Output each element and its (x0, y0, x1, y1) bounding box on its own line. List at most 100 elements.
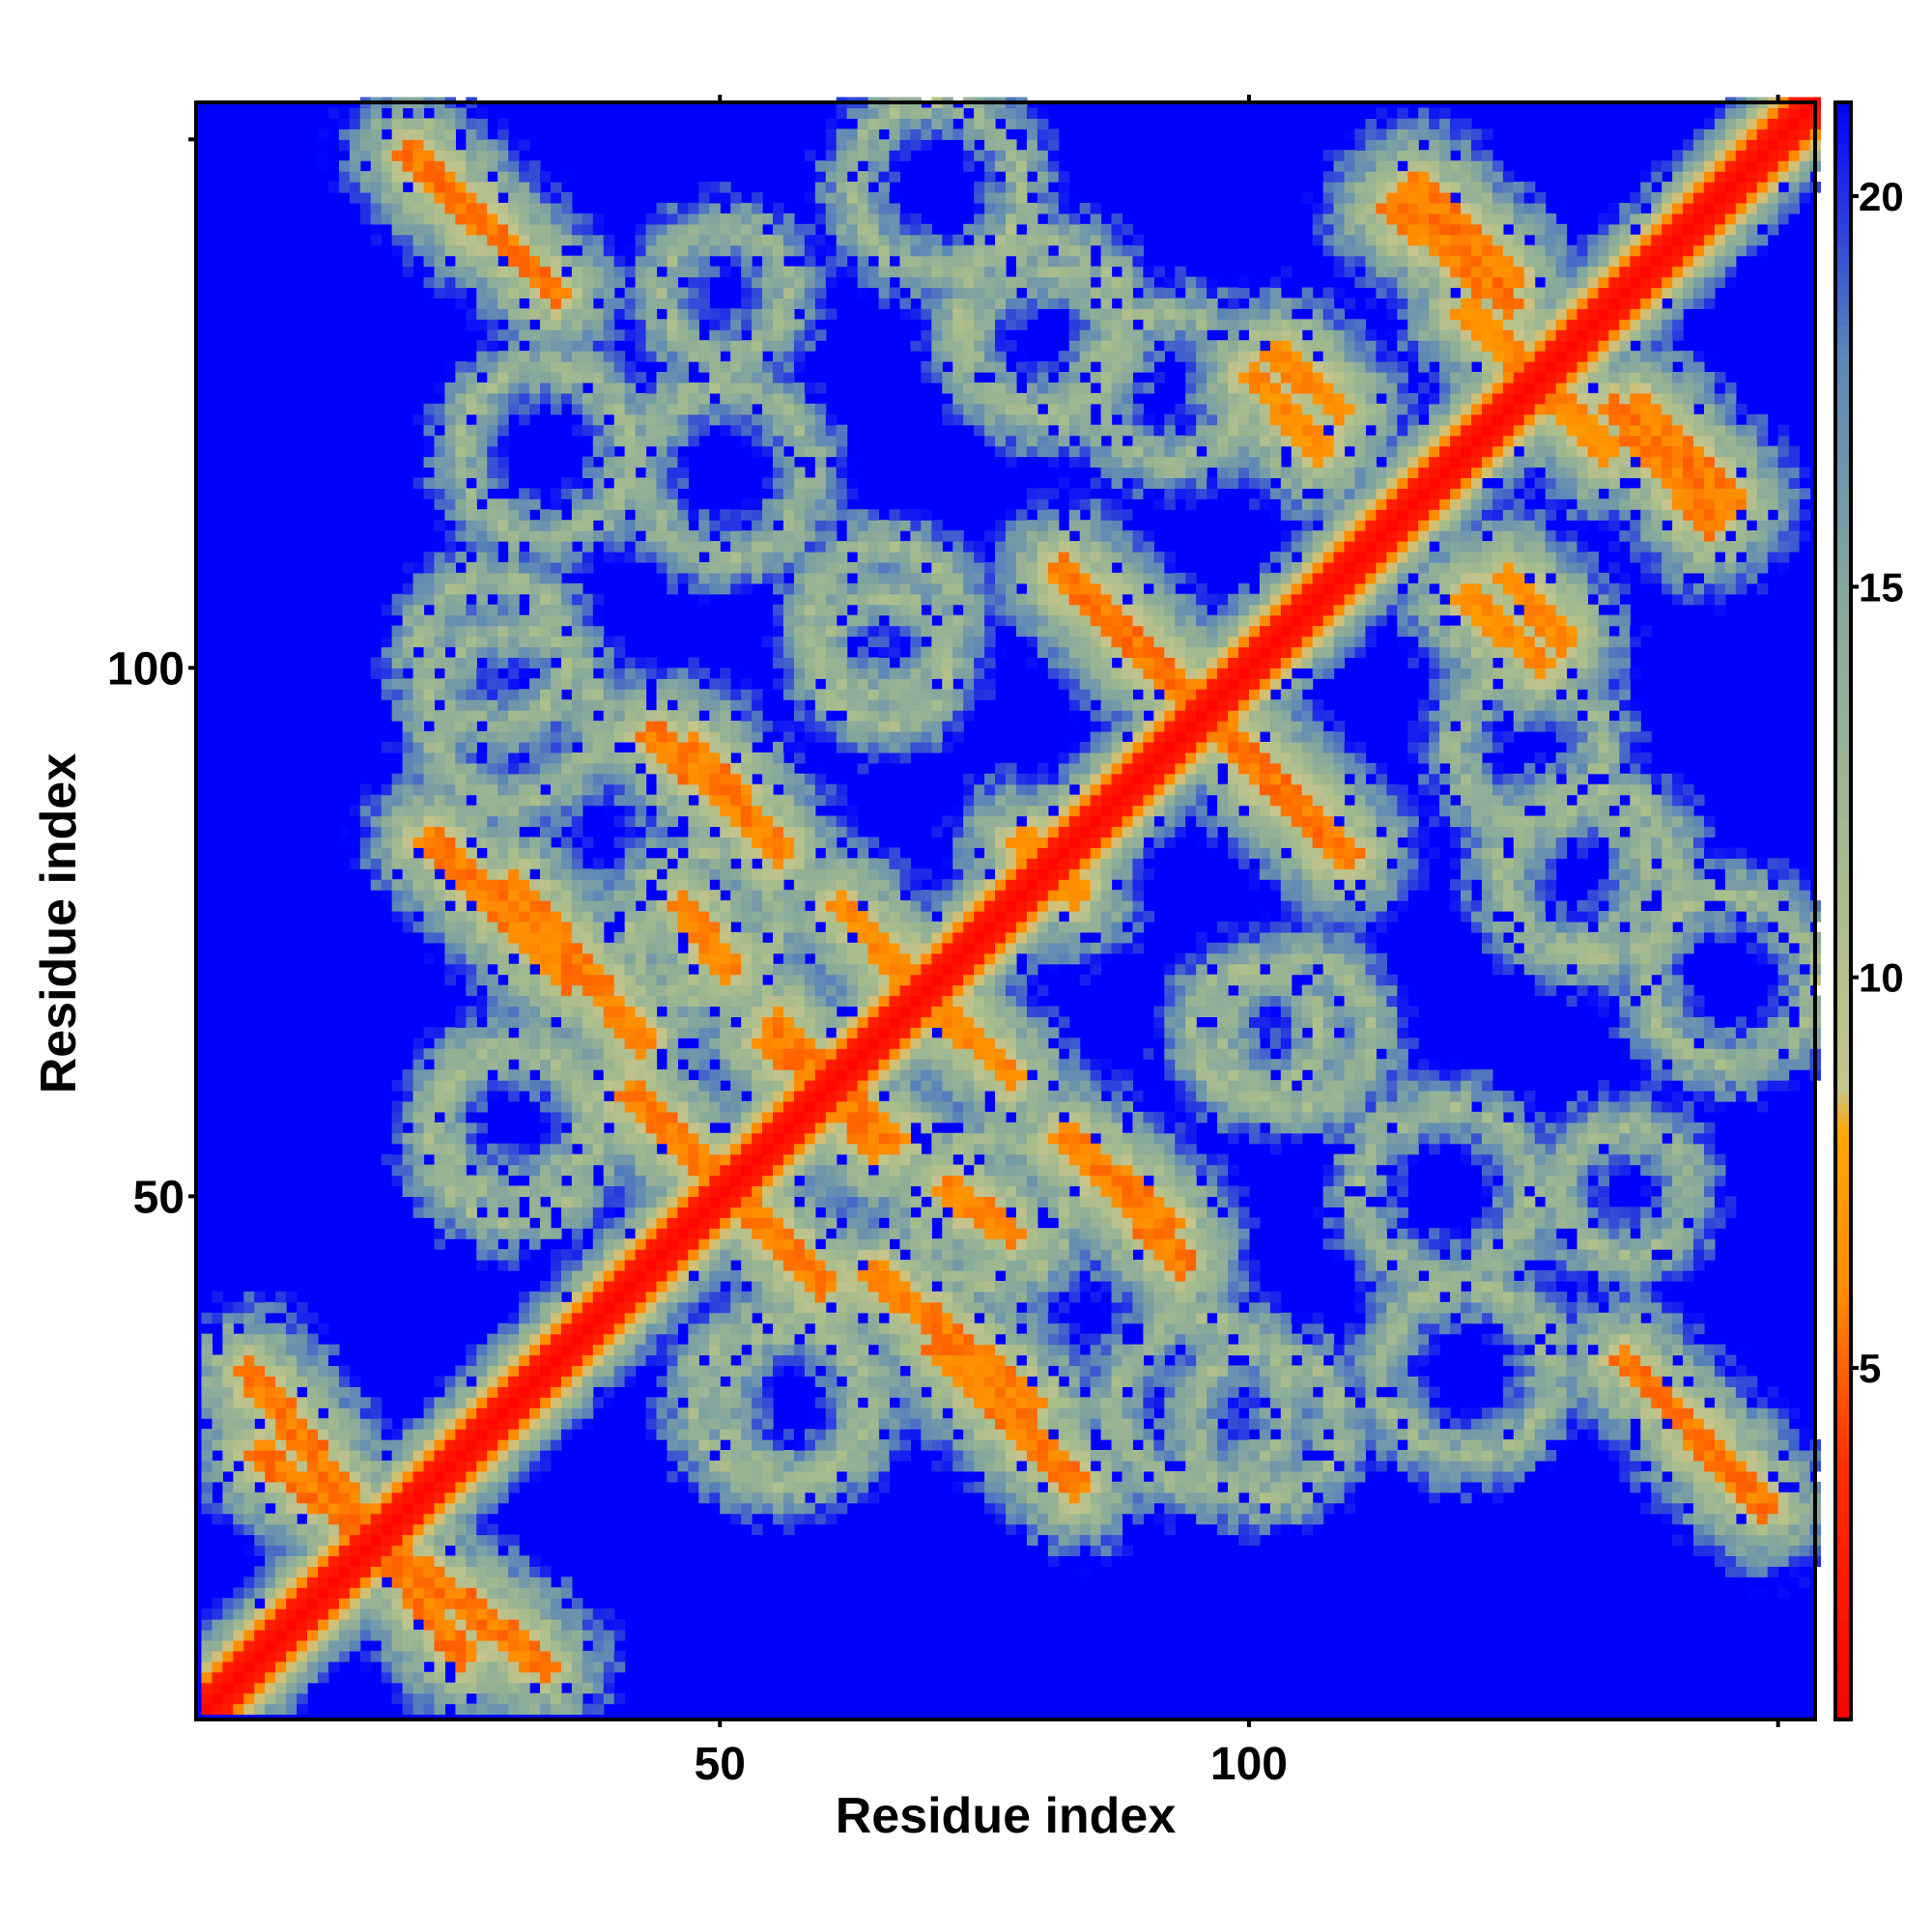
heatmap-cell (508, 752, 520, 764)
heatmap-cell (402, 699, 414, 711)
heatmap-cell (804, 625, 816, 638)
heatmap-cell (201, 1460, 213, 1472)
heatmap-cell (613, 890, 626, 901)
heatmap-cell (297, 1354, 308, 1367)
heatmap-cell (709, 340, 721, 352)
heatmap-cell (741, 1249, 753, 1261)
heatmap-cell (645, 721, 658, 732)
heatmap-cell (571, 974, 583, 986)
heatmap-cell (624, 1048, 637, 1060)
heatmap-cell (476, 1650, 488, 1662)
heatmap-cell (519, 287, 530, 299)
heatmap-cell (624, 847, 637, 859)
heatmap-cell (720, 1196, 731, 1208)
heatmap-cell (455, 1164, 467, 1177)
heatmap-cell (540, 911, 552, 923)
heatmap-cell (434, 445, 446, 458)
heatmap-cell (752, 1354, 763, 1367)
heatmap-cell (741, 308, 753, 320)
heatmap-cell (307, 1661, 319, 1673)
heatmap-cell (297, 1492, 308, 1504)
heatmap-cell (550, 372, 562, 384)
heatmap-cell (645, 1322, 658, 1335)
heatmap-cell (349, 1566, 361, 1577)
heatmap-cell (720, 1069, 731, 1081)
heatmap-cell (656, 1217, 668, 1229)
heatmap-cell (571, 1207, 583, 1218)
heatmap-cell (688, 657, 699, 668)
heatmap-cell (444, 942, 456, 954)
heatmap-cell (752, 1407, 763, 1419)
heatmap-cell (762, 858, 774, 869)
heatmap-cell (720, 561, 731, 574)
heatmap-cell (444, 794, 456, 807)
heatmap-cell (349, 1608, 361, 1620)
heatmap-cell (286, 1639, 298, 1652)
heatmap-cell (656, 1185, 668, 1198)
heatmap-cell (391, 890, 404, 901)
heatmap-cell (667, 783, 679, 796)
heatmap-cell (782, 561, 795, 574)
heatmap-cell (793, 1322, 806, 1335)
heatmap-cell (338, 118, 351, 129)
heatmap-cell (613, 1132, 626, 1145)
heatmap-cell (656, 340, 668, 352)
heatmap-cell (455, 1091, 467, 1102)
heatmap-cell (645, 1100, 658, 1113)
heatmap-cell (603, 552, 615, 563)
heatmap-cell (327, 1386, 340, 1398)
heatmap-cell (550, 223, 562, 236)
heatmap-cell (560, 921, 573, 933)
heatmap-cell (381, 805, 393, 817)
heatmap-cell (370, 1492, 383, 1504)
heatmap-cell (466, 1671, 477, 1684)
heatmap-cell (560, 952, 573, 965)
heatmap-cell (773, 1091, 784, 1102)
heatmap-cell (624, 1312, 637, 1324)
heatmap-cell (508, 1143, 520, 1155)
heatmap-cell (762, 392, 774, 405)
heatmap-cell (762, 1228, 774, 1239)
heatmap-cell (773, 1185, 784, 1198)
heatmap-cell (550, 1703, 562, 1716)
heatmap-cell (645, 1291, 658, 1303)
heatmap-cell (656, 689, 668, 700)
heatmap-cell (540, 1386, 552, 1398)
heatmap-cell (592, 1122, 605, 1134)
heatmap-cell (667, 530, 679, 542)
heatmap-cell (286, 1692, 298, 1705)
heatmap-cell (560, 1027, 573, 1038)
heatmap-cell (804, 657, 816, 668)
heatmap-cell (677, 520, 689, 531)
heatmap-cell (613, 1270, 626, 1282)
heatmap-cell (466, 731, 477, 743)
heatmap-cell (752, 1238, 763, 1250)
heatmap-cell (667, 1228, 679, 1239)
heatmap-cell (497, 1217, 509, 1229)
heatmap-cell (476, 604, 488, 616)
heatmap-cell (667, 1407, 679, 1419)
heatmap-cell (487, 319, 498, 330)
heatmap-cell (402, 234, 414, 246)
heatmap-cell (782, 276, 795, 289)
heatmap-cell (487, 657, 498, 668)
heatmap-cell (487, 1418, 498, 1430)
heatmap-cell (645, 403, 658, 415)
heatmap-cell (359, 192, 372, 204)
heatmap-cell (201, 1344, 213, 1356)
heatmap-cell (444, 1523, 456, 1536)
heatmap-cell (782, 1322, 795, 1335)
heatmap-cell (603, 445, 615, 458)
heatmap-cell (688, 879, 699, 891)
heatmap-cell (603, 1608, 615, 1620)
heatmap-cell (782, 890, 795, 901)
heatmap-cell (698, 351, 710, 362)
heatmap-cell (476, 530, 488, 542)
heatmap-cell (645, 1185, 658, 1198)
heatmap-cell (349, 1650, 361, 1662)
heatmap-cell (793, 498, 806, 510)
heatmap-cell (571, 424, 583, 437)
heatmap-cell (741, 255, 753, 268)
heatmap-cell (635, 1207, 647, 1218)
heatmap-cell (222, 1481, 234, 1493)
